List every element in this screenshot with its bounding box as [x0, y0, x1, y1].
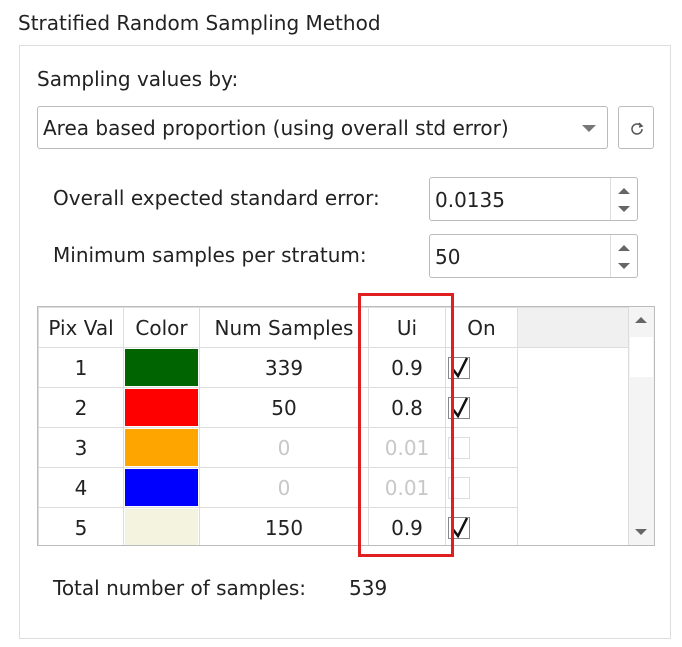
spin-arrows[interactable]	[610, 178, 637, 220]
on-cell	[445, 347, 518, 388]
checkbox[interactable]	[448, 356, 470, 379]
table-row: 4 0 0.01	[38, 467, 630, 508]
color-cell	[123, 507, 200, 545]
pix-val: 5	[38, 507, 124, 545]
table-row: 3 0 0.01	[38, 427, 630, 468]
checkbox[interactable]	[448, 436, 470, 459]
overall-error-value: 0.0135	[435, 188, 505, 212]
checkmark	[451, 356, 469, 378]
column-header: Pix Val	[38, 307, 124, 348]
pix-val: 4	[38, 467, 124, 508]
color-swatch	[125, 389, 198, 426]
checkmark	[451, 396, 469, 418]
min-samples-label: Minimum samples per stratum:	[53, 243, 367, 267]
color-cell	[123, 467, 200, 508]
column-header: Color	[123, 307, 200, 348]
table-row: 5 150 0.9	[38, 507, 630, 546]
pix-val: 3	[38, 427, 124, 468]
table-frame: Pix Val Color Num Samples Ui On 1 339 0.9 2 50 0.8…	[37, 306, 655, 546]
overall-error-label: Overall expected standard error:	[53, 186, 380, 210]
filler-cell	[518, 508, 630, 546]
strata-table: Pix Val Color Num Samples Ui On 1 339 0.9 2 50 0.8…	[38, 307, 630, 546]
total-label: Total number of samples:	[53, 576, 306, 600]
pix-val: 2	[38, 387, 124, 428]
scroll-arrows[interactable]	[629, 307, 654, 545]
on-cell	[445, 507, 518, 545]
color-swatch	[125, 469, 198, 506]
ui-value: 0.9	[368, 507, 446, 545]
filler-cell	[518, 428, 630, 468]
color-cell	[123, 347, 200, 388]
checkbox[interactable]	[448, 396, 470, 419]
table-row: 2 50 0.8	[38, 387, 630, 428]
color-cell	[123, 387, 200, 428]
num-samples: 339	[199, 347, 369, 388]
num-samples: 0	[199, 467, 369, 508]
min-samples-value: 50	[435, 245, 461, 269]
ui-value: 0.8	[368, 387, 446, 428]
title: Stratified Random Sampling Method	[18, 11, 381, 35]
pix-val: 1	[38, 347, 124, 388]
num-samples: 50	[199, 387, 369, 428]
on-cell	[445, 467, 518, 508]
checkbox[interactable]	[448, 516, 470, 539]
color-swatch	[125, 349, 198, 386]
table-row: 1 339 0.9	[38, 347, 630, 388]
refresh-button[interactable]	[618, 106, 654, 149]
filler-cell	[518, 468, 630, 508]
sampling-method: Area based proportion (using overall std…	[43, 116, 509, 140]
color-swatch	[125, 509, 198, 545]
min-samples-spinbox[interactable]: 50	[429, 234, 638, 278]
refresh-icon	[631, 122, 644, 135]
overall-error-spinbox[interactable]: 0.0135	[429, 177, 638, 221]
filler-cell	[518, 388, 630, 428]
num-samples: 0	[199, 427, 369, 468]
highlight-box	[358, 293, 454, 557]
sampling-dropdown[interactable]: Area based proportion (using overall std…	[37, 106, 608, 149]
sampling-label: Sampling values by:	[37, 67, 239, 91]
on-cell	[445, 387, 518, 428]
column-header: Num Samples	[199, 307, 369, 348]
color-swatch	[125, 429, 198, 466]
header-filler	[517, 307, 630, 348]
total-value: 539	[349, 576, 388, 600]
filler-cell	[518, 348, 630, 388]
scrollbar[interactable]	[628, 307, 654, 545]
spin-arrows[interactable]	[610, 235, 637, 277]
panel	[19, 45, 671, 639]
on-cell	[445, 427, 518, 468]
column-header: On	[445, 307, 518, 348]
checkmark	[451, 516, 469, 538]
num-samples: 150	[199, 507, 369, 545]
color-cell	[123, 427, 200, 468]
dropdown-arrow	[582, 125, 596, 132]
checkbox[interactable]	[448, 476, 470, 499]
